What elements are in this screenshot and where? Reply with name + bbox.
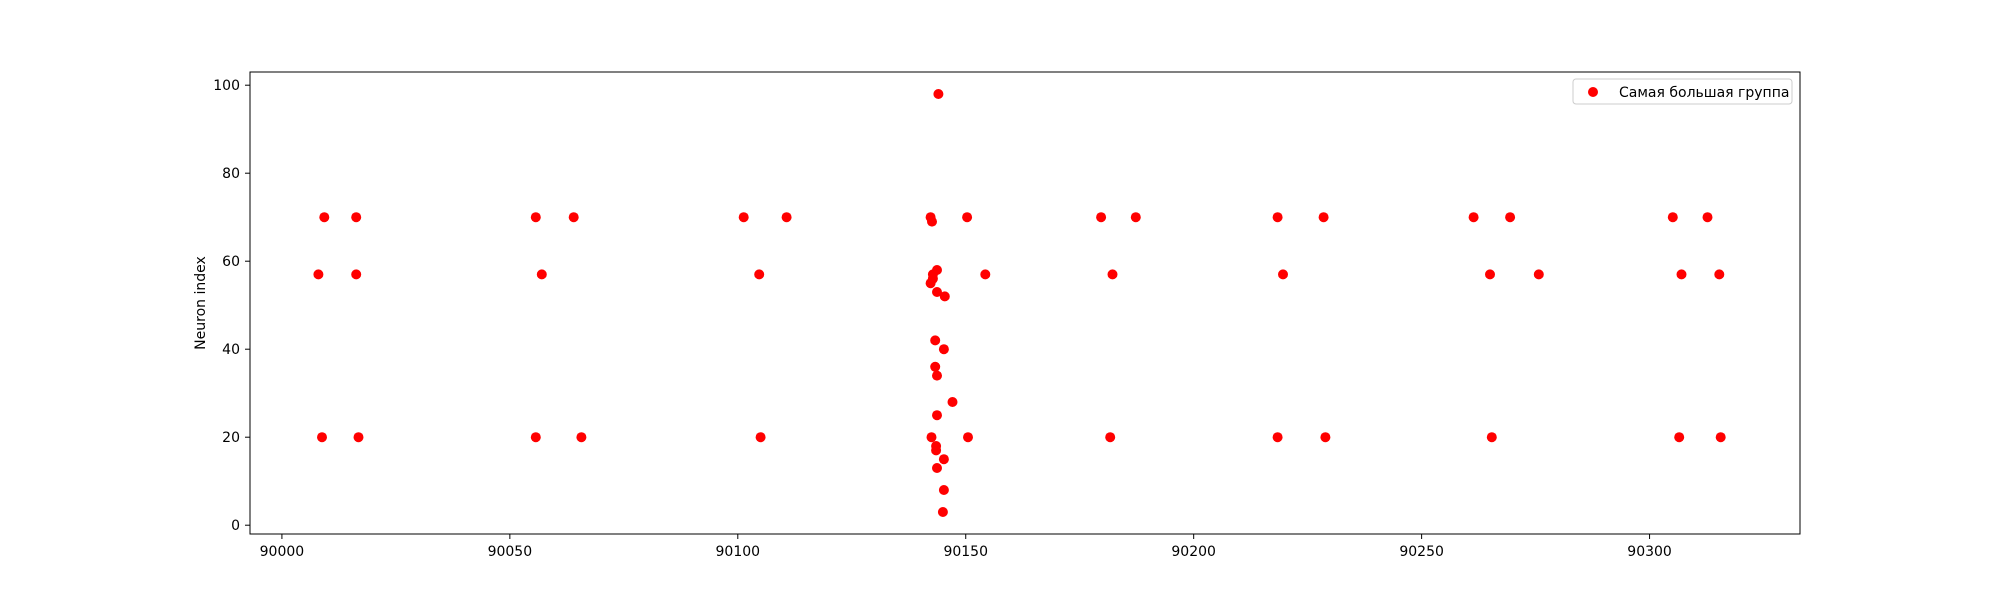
data-point xyxy=(1105,432,1116,443)
data-point xyxy=(1714,269,1725,280)
data-point xyxy=(1485,269,1495,280)
data-point xyxy=(568,212,579,223)
data-point xyxy=(932,370,942,381)
data-point xyxy=(576,432,587,443)
data-point xyxy=(1715,432,1726,443)
data-points xyxy=(313,89,1726,517)
y-tick-label: 80 xyxy=(222,166,240,182)
data-point xyxy=(1505,212,1516,223)
data-point xyxy=(939,291,950,302)
data-point xyxy=(938,344,949,355)
data-point xyxy=(536,269,547,280)
y-axis-ticks: 0 20 40 60 80 100 xyxy=(213,78,250,534)
data-point xyxy=(938,485,949,495)
data-point xyxy=(1468,212,1479,223)
data-point xyxy=(754,269,765,280)
data-point xyxy=(947,397,958,407)
data-point xyxy=(1667,212,1678,223)
x-tick-label: 90200 xyxy=(1171,544,1216,560)
data-point xyxy=(937,507,948,517)
data-point xyxy=(930,361,941,372)
data-point xyxy=(1318,212,1329,223)
x-tick-label: 90150 xyxy=(943,544,988,560)
data-point xyxy=(932,463,942,473)
data-point xyxy=(1278,269,1288,280)
data-point xyxy=(980,269,991,280)
plot-frame xyxy=(249,71,1801,535)
x-tick-label: 90050 xyxy=(488,544,533,560)
data-point xyxy=(938,454,949,465)
x-tick-label: 90300 xyxy=(1627,544,1672,560)
x-tick-label: 90250 xyxy=(1399,544,1444,560)
data-point xyxy=(931,445,942,456)
data-point xyxy=(926,432,937,443)
y-axis-label: Neuron index xyxy=(193,256,209,350)
data-point xyxy=(930,335,941,346)
x-tick-label: 90000 xyxy=(260,544,305,560)
data-point xyxy=(963,432,973,443)
data-point xyxy=(1676,269,1687,280)
data-point xyxy=(530,432,541,443)
y-tick-label: 0 xyxy=(231,518,240,534)
data-point xyxy=(927,273,938,284)
data-point xyxy=(1130,212,1141,223)
x-axis-ticks: 90000 90050 90100 90150 90200 90250 90300 xyxy=(260,534,1672,560)
data-point xyxy=(1272,432,1283,443)
data-point xyxy=(353,432,364,443)
data-point xyxy=(738,212,749,223)
data-point xyxy=(755,432,766,443)
data-point xyxy=(1533,269,1544,280)
x-tick-label: 90100 xyxy=(716,544,761,560)
y-tick-label: 20 xyxy=(222,430,240,446)
data-point xyxy=(317,432,327,443)
data-point xyxy=(781,212,792,223)
data-point xyxy=(932,410,942,421)
data-point xyxy=(932,287,942,297)
data-point xyxy=(1674,432,1685,443)
data-point xyxy=(351,269,362,280)
legend: Самая большая группа xyxy=(1572,78,1793,105)
legend-marker xyxy=(1588,87,1598,97)
data-point xyxy=(319,212,330,223)
data-point xyxy=(927,216,937,227)
data-point xyxy=(1486,432,1497,443)
data-point xyxy=(313,269,324,280)
data-point xyxy=(1272,212,1283,223)
data-point xyxy=(1107,269,1118,280)
data-point xyxy=(530,212,541,223)
data-point xyxy=(1320,432,1331,443)
y-tick-label: 100 xyxy=(213,78,240,94)
data-point xyxy=(933,89,944,99)
data-point xyxy=(962,212,973,223)
data-point xyxy=(1096,212,1107,223)
data-point xyxy=(932,265,942,275)
data-point xyxy=(1702,212,1713,223)
y-tick-label: 40 xyxy=(222,342,240,358)
legend-box xyxy=(1572,78,1793,105)
legend-entry-label: Самая большая группа xyxy=(1619,85,1789,101)
data-point xyxy=(351,212,362,223)
y-tick-label: 60 xyxy=(222,254,240,270)
